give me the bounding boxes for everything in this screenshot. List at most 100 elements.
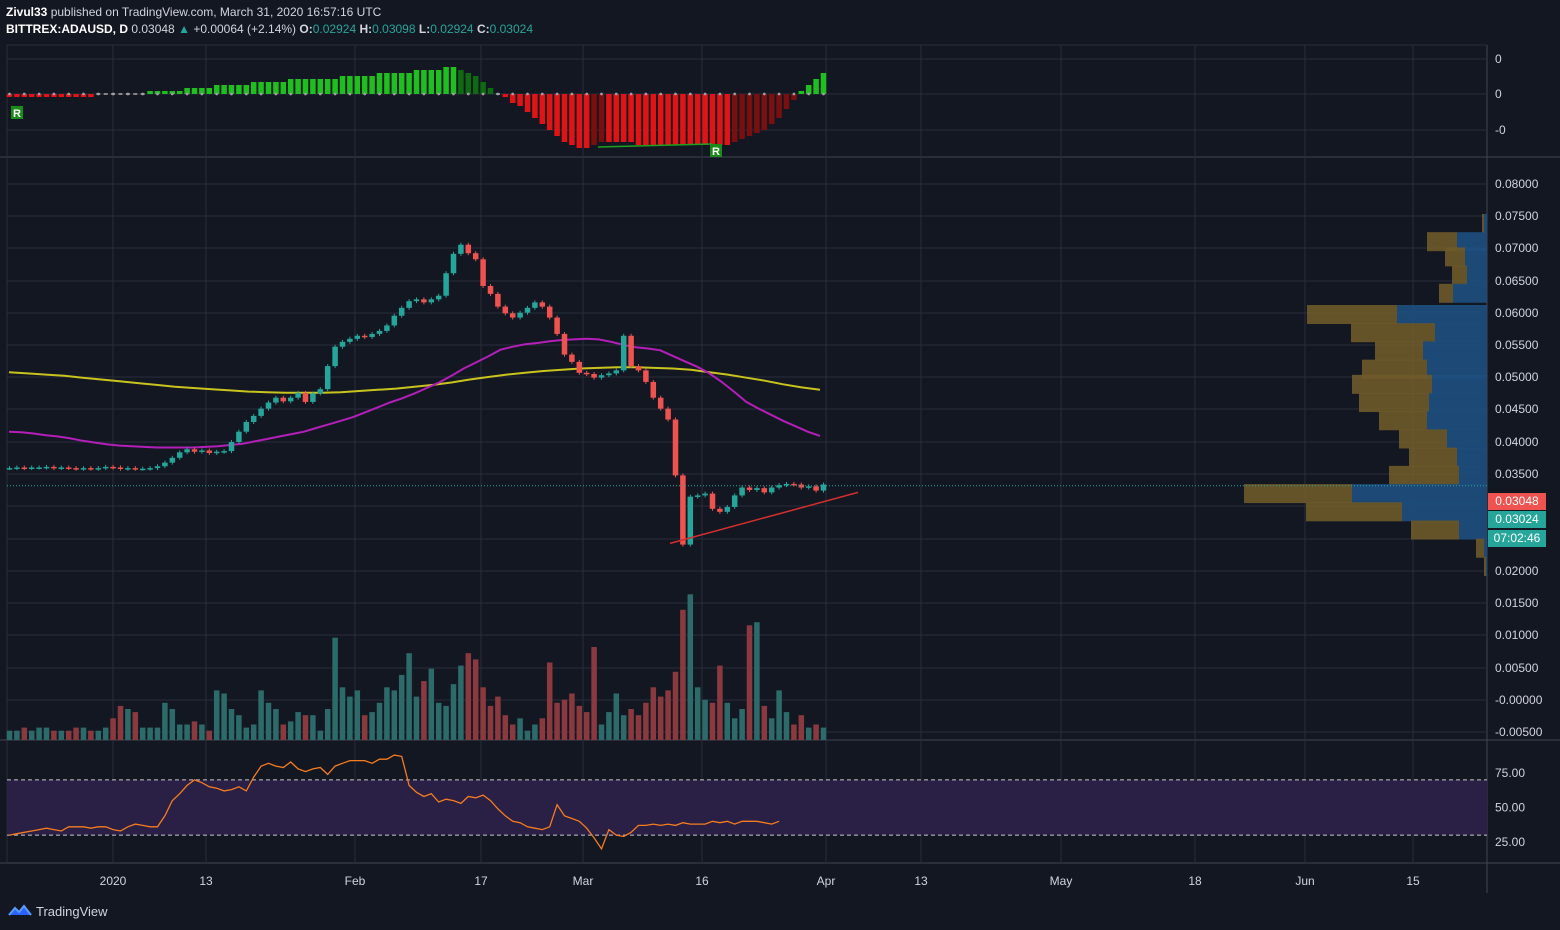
osc-bar: [546, 94, 553, 130]
candle: [221, 451, 227, 453]
candle: [273, 397, 279, 403]
volume-bar: [598, 724, 605, 740]
osc-bar: [236, 85, 242, 94]
slow-moving-average: [8, 366, 821, 394]
osc-zero-dot: [748, 92, 751, 96]
candle: [702, 493, 708, 496]
volume-bar: [162, 702, 168, 740]
candle: [339, 341, 346, 347]
volume-bar: [28, 730, 35, 740]
volume-bar: [435, 702, 442, 740]
osc-bar: [450, 67, 457, 94]
price-change: +0.00064 (+2.14%): [193, 22, 297, 36]
volume-bar: [650, 687, 657, 740]
candle: [665, 408, 671, 420]
volume-bar: [680, 609, 686, 740]
volume-bar: [731, 718, 738, 740]
osc-zero-dot: [318, 92, 322, 96]
osc-bar: [539, 94, 546, 124]
osc-zero-dot: [777, 92, 781, 96]
osc-bar: [435, 70, 442, 94]
candle: [798, 484, 805, 488]
candle: [672, 419, 679, 476]
fast-moving-average: [8, 337, 821, 449]
volume-bar: [250, 724, 257, 740]
osc-zero-dot: [230, 92, 233, 96]
volume-profile-up: [1447, 429, 1487, 449]
osc-bar: [43, 94, 50, 97]
volume-profile-down: [1307, 305, 1397, 325]
candle: [14, 467, 20, 469]
publisher-name[interactable]: Zivul33: [6, 5, 48, 19]
y-tick-label: 0.05500: [1495, 338, 1539, 352]
x-tick-label: 13: [914, 874, 928, 888]
candle: [717, 508, 723, 512]
volume-bar: [687, 594, 694, 740]
candle: [428, 299, 435, 303]
candle: [495, 293, 501, 307]
osc-zero-dot: [96, 92, 100, 96]
volume-bar: [694, 687, 701, 740]
volume-bar: [613, 693, 620, 740]
volume-bar: [487, 705, 494, 740]
volume-profile-up: [1427, 359, 1487, 379]
osc-tick-label: 0: [1495, 52, 1502, 66]
osc-bar: [213, 85, 220, 94]
volume-profile-up: [1484, 213, 1487, 233]
volume-bar: [805, 727, 812, 740]
volume-bar: [21, 727, 28, 740]
up-arrow-icon: ▲: [178, 22, 190, 36]
volume-profile-up: [1435, 323, 1487, 343]
candle: [132, 468, 139, 470]
volume-profile-up: [1402, 502, 1487, 522]
candle: [458, 244, 464, 254]
volume-bar: [591, 647, 597, 740]
volume-bar: [391, 690, 398, 740]
volume-profile-down: [1411, 520, 1459, 540]
volume-bar: [768, 718, 775, 740]
y-tick-label: 0.07500: [1495, 209, 1539, 223]
candle: [324, 366, 331, 390]
volume-bar: [199, 724, 205, 740]
volume-bar: [117, 705, 124, 740]
osc-bar: [665, 94, 671, 145]
osc-bar: [709, 94, 716, 145]
x-tick-label: 13: [199, 874, 213, 888]
osc-bar: [583, 94, 590, 148]
volume-bar: [561, 699, 568, 740]
volume-bar: [443, 705, 449, 740]
osc-bar: [14, 94, 20, 97]
volume-bar: [746, 625, 753, 740]
candle: [472, 253, 479, 260]
osc-bar: [650, 94, 657, 145]
candle: [154, 466, 161, 469]
osc-bar: [598, 94, 605, 142]
osc-bar: [354, 76, 361, 94]
osc-bar: [776, 94, 782, 118]
osc-zero-dot: [466, 92, 470, 96]
candle: [376, 330, 383, 334]
candle: [302, 392, 309, 402]
volume-bar: [643, 702, 649, 740]
volume-profile-up: [1459, 520, 1487, 540]
tradingview-logo-icon: [8, 904, 32, 916]
volume-bar: [783, 712, 790, 740]
osc-zero-dot: [52, 92, 56, 96]
osc-bar: [421, 70, 427, 94]
candle: [606, 373, 612, 376]
osc-bar: [606, 94, 612, 142]
candle: [361, 335, 368, 338]
volume-bar: [228, 709, 235, 740]
y-tick-label: 0.01000: [1495, 628, 1539, 642]
volume-bar: [480, 687, 486, 740]
tradingview-logo[interactable]: TradingView: [8, 903, 108, 919]
osc-zero-dot: [67, 92, 71, 96]
symbol-name[interactable]: BITTREX:ADAUSD, D: [6, 22, 128, 36]
osc-zero-dot: [511, 92, 515, 96]
osc-bar: [761, 94, 768, 130]
candle: [591, 374, 597, 378]
volume-bar: [495, 696, 501, 740]
volume-bar: [73, 727, 79, 740]
osc-bar: [273, 82, 279, 94]
